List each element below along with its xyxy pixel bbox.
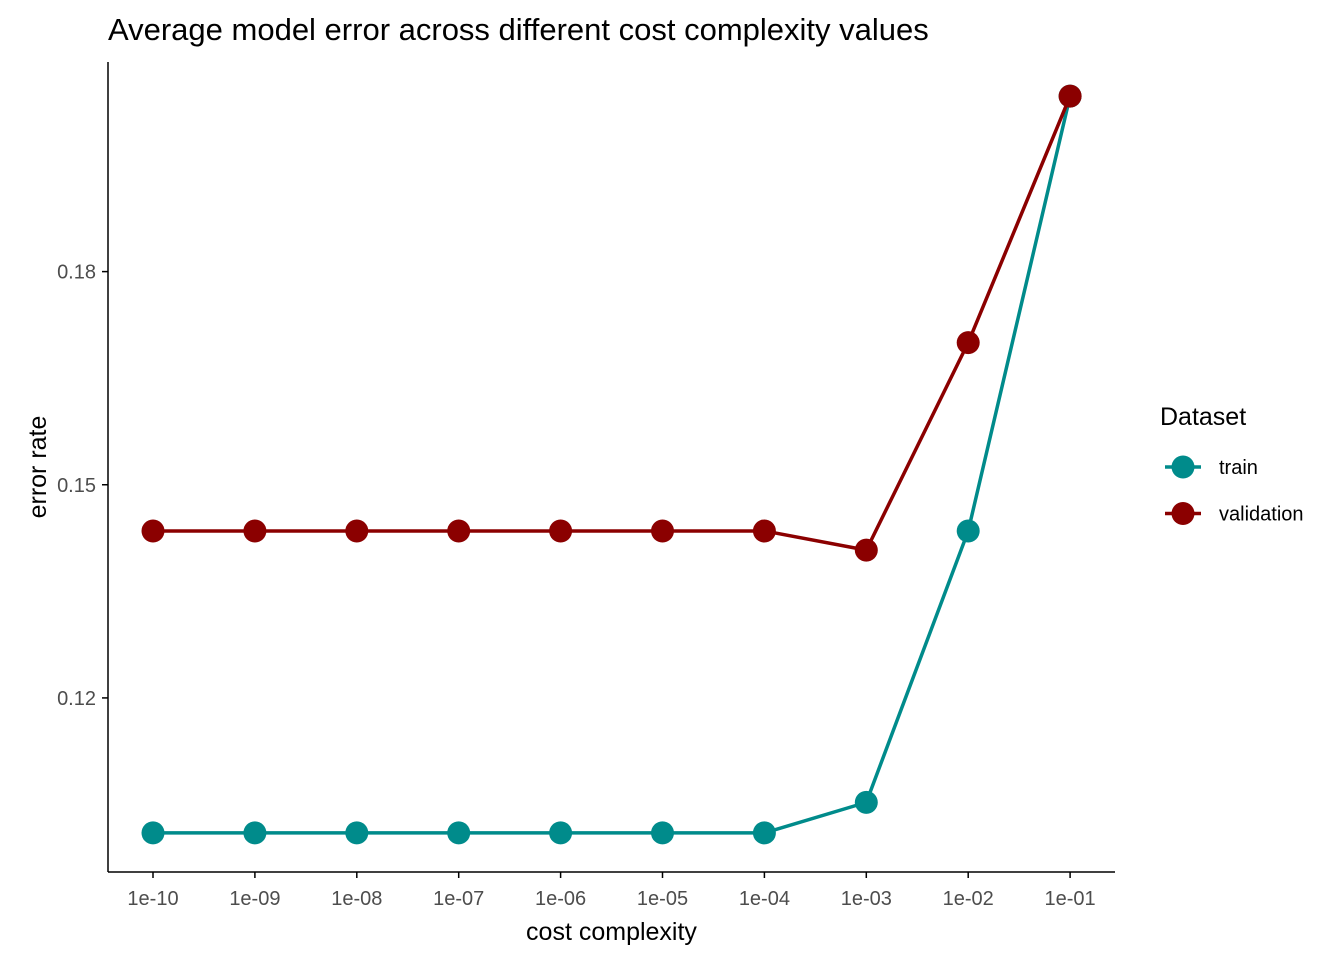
x-axis-title: cost complexity [526, 918, 697, 946]
series-layer [141, 84, 1082, 845]
y-tick-label: 0.15 [57, 475, 96, 497]
legend-label: train [1219, 457, 1258, 479]
data-point-train [854, 790, 878, 814]
data-point-validation [854, 538, 878, 562]
data-point-validation [243, 519, 267, 543]
series-line-validation [153, 95, 1072, 552]
y-tick-label: 0.18 [57, 262, 96, 284]
series-line-train [153, 95, 1072, 835]
x-tick-label: 1e-03 [841, 888, 892, 910]
data-point-validation [141, 519, 165, 543]
data-point-validation [1058, 84, 1082, 108]
x-tick-label: 1e-10 [127, 888, 178, 910]
x-tick-label: 1e-08 [331, 888, 382, 910]
data-point-train [447, 821, 471, 845]
chart-title: Average model error across different cos… [108, 12, 929, 47]
x-tick-label: 1e-02 [943, 888, 994, 910]
series-train [141, 84, 1082, 845]
legend-item-train: train [1165, 455, 1258, 479]
y-tick-label: 0.12 [57, 688, 96, 710]
data-point-train [752, 821, 776, 845]
legend-title: Dataset [1160, 403, 1246, 431]
x-tick-label: 1e-01 [1045, 888, 1096, 910]
legend-label: validation [1219, 504, 1304, 526]
y-axis-title: error rate [24, 416, 52, 519]
x-tick-label: 1e-07 [433, 888, 484, 910]
x-tick-label: 1e-05 [637, 888, 688, 910]
data-point-validation [956, 331, 980, 355]
x-tick-label: 1e-06 [535, 888, 586, 910]
data-point-validation [447, 519, 471, 543]
legend: Dataset train validation [1160, 403, 1304, 526]
data-point-validation [549, 519, 573, 543]
data-point-train [956, 519, 980, 543]
legend-key-marker [1171, 502, 1195, 525]
series-validation [141, 84, 1082, 562]
legend-item-validation: validation [1165, 502, 1304, 526]
data-point-validation [345, 519, 369, 543]
data-point-train [141, 821, 165, 845]
legend-key-marker [1171, 455, 1195, 479]
data-point-validation [752, 519, 776, 543]
data-point-train [345, 821, 369, 845]
data-point-train [549, 821, 573, 845]
x-tick-label: 1e-09 [229, 888, 280, 910]
data-point-train [651, 821, 674, 845]
y-axis-ticks: 0.12 0.15 0.18 [57, 262, 108, 710]
x-tick-label: 1e-04 [739, 888, 790, 910]
plot-area: 0.120.150.18 1e-10 1e-09 1e-08 1e-07 1e-06 1e… [57, 62, 1115, 910]
x-axis-ticks: 1e-10 1e-09 1e-08 1e-07 1e-06 1e-05 1e-04 1e-03… [127, 872, 1096, 910]
data-point-train [243, 821, 267, 845]
data-point-validation [651, 519, 674, 543]
